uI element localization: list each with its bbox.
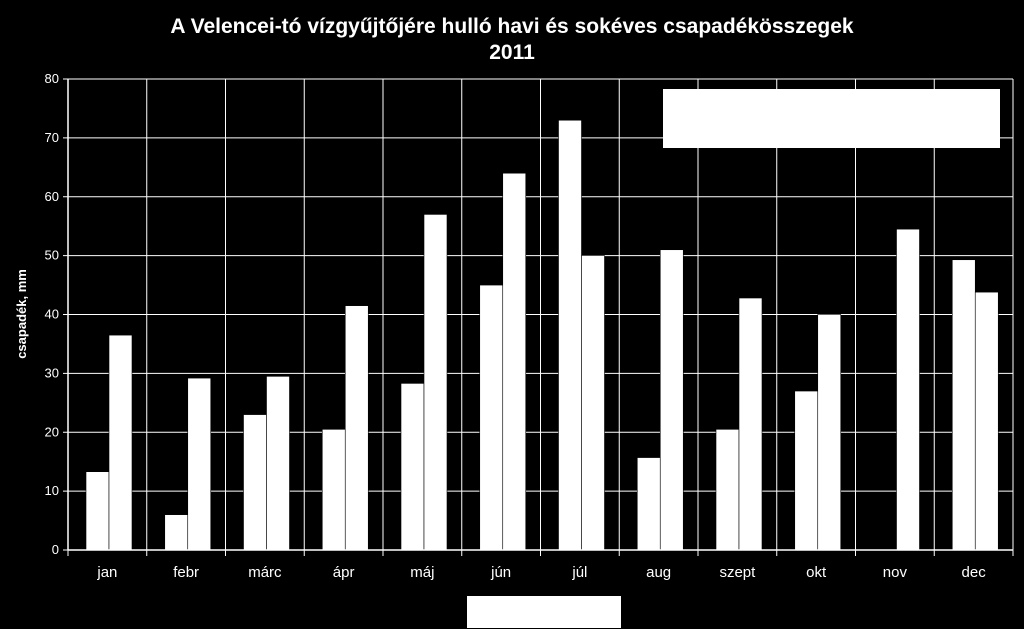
bar-s2-máj <box>423 214 448 551</box>
bar-s1-ápr <box>321 429 346 551</box>
bar-s1-aug <box>636 457 661 551</box>
bar-s2-jan <box>108 334 133 551</box>
y-tick-label: 20 <box>45 424 59 439</box>
y-tick-label: 0 <box>52 542 59 557</box>
bar-s1-szept <box>715 429 740 551</box>
y-tick-label: 30 <box>45 365 59 380</box>
bar-s1-jan <box>85 471 110 551</box>
bar-s2-aug <box>659 249 684 551</box>
y-tick-label: 10 <box>45 483 59 498</box>
bar-s1-febr <box>164 514 189 551</box>
y-axis-label: csapadék, mm <box>14 269 29 359</box>
x-tick-label: okt <box>806 564 827 581</box>
bar-s1-júl <box>558 119 582 551</box>
bar-s2-júl <box>581 255 605 551</box>
chart-title: A Velencei-tó vízgyűjtőjére hulló havi é… <box>0 14 1024 66</box>
bar-layer <box>85 119 999 551</box>
y-tick-label: 40 <box>45 307 59 322</box>
legend-box <box>663 89 1000 148</box>
x-tick-label: máj <box>410 564 434 581</box>
y-tick-label: 50 <box>45 248 59 263</box>
x-tick-label: jan <box>96 564 117 581</box>
x-tick-label: dec <box>962 564 987 581</box>
bar-s2-ápr <box>344 305 369 551</box>
bar-s2-dec <box>974 291 999 551</box>
x-tick-label: márc <box>248 564 282 581</box>
x-tick-label: júl <box>571 564 587 581</box>
axis-layer: 0 10 20 30 40 50 60 70 80 jan febr márc ápr máj jún júl… <box>45 71 1013 581</box>
x-tick-label: nov <box>883 564 908 581</box>
bar-s1-márc <box>243 414 267 551</box>
x-tick-label: aug <box>646 564 671 581</box>
x-tick-label: szept <box>719 564 756 581</box>
bar-s1-dec <box>951 259 976 551</box>
y-tick-label: 80 <box>45 71 59 86</box>
x-tick-label: ápr <box>333 564 355 581</box>
y-tick-label: 70 <box>45 130 59 145</box>
y-tick-label: 60 <box>45 189 59 204</box>
legend-box-bottom <box>467 596 621 628</box>
bar-s1-jún <box>479 284 504 551</box>
bar-s2-okt <box>817 314 842 551</box>
bar-s2-febr <box>187 377 212 551</box>
bar-s2-nov <box>896 228 920 551</box>
bar-s2-márc <box>266 376 290 551</box>
chart-subtitle: 2011 <box>489 41 535 64</box>
x-tick-label: febr <box>173 564 199 581</box>
chart-title-main: A Velencei-tó vízgyűjtőjére hulló havi é… <box>170 15 854 38</box>
bar-s1-máj <box>400 383 425 551</box>
bar-s2-jún <box>502 172 527 551</box>
bar-s2-szept <box>738 297 763 551</box>
bar-s1-okt <box>794 390 819 551</box>
x-tick-label: jún <box>490 564 511 581</box>
